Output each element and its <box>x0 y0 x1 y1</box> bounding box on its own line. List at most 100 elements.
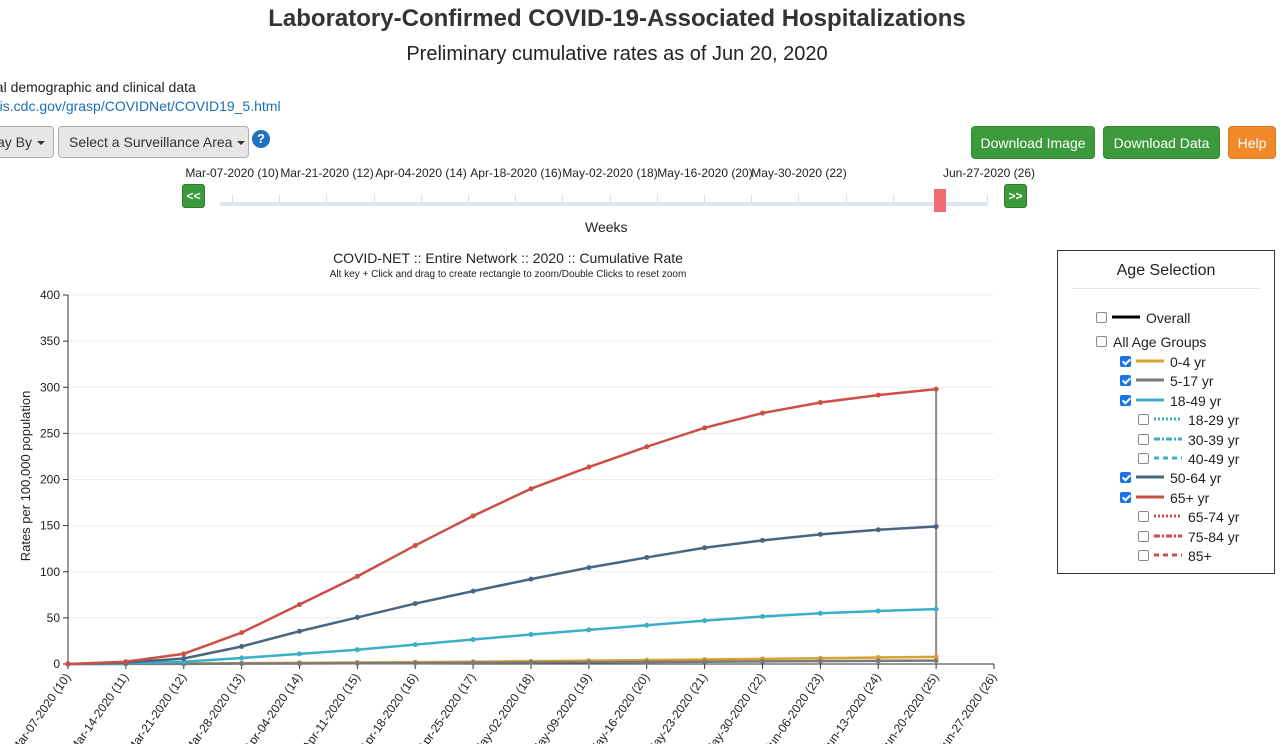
data-point <box>586 464 592 470</box>
data-point <box>875 608 881 614</box>
display-by-dropdown[interactable]: ay By <box>0 126 54 158</box>
slider-tick <box>326 195 328 202</box>
age-option-label: 65+ yr <box>1170 489 1210 506</box>
data-point <box>470 513 476 519</box>
data-point <box>817 658 823 664</box>
x-tick-label: Apr-25-2020 (17) <box>415 671 479 744</box>
caret-down-icon <box>37 141 46 146</box>
data-point <box>239 655 245 661</box>
checkbox[interactable] <box>1138 453 1149 464</box>
checkbox[interactable] <box>1120 491 1131 503</box>
age-option-label: 0-4 yr <box>1170 354 1206 370</box>
next-week-button[interactable]: >> <box>1004 184 1027 208</box>
slider-tick <box>987 195 989 202</box>
slider-tick <box>420 195 422 202</box>
week-slider-track[interactable] <box>220 202 988 206</box>
slider-tick <box>562 195 564 202</box>
line-swatch <box>1136 398 1164 402</box>
page-subtitle: Preliminary cumulative rates as of Jun 2… <box>406 43 828 65</box>
checkbox[interactable] <box>1138 550 1149 561</box>
surveillance-area-dropdown[interactable]: Select a Surveillance Area <box>58 126 249 158</box>
data-point <box>297 628 302 634</box>
line-swatch <box>1154 534 1182 538</box>
gridlines <box>68 294 994 619</box>
age-option-label: All Age Groups <box>1113 334 1207 350</box>
data-point <box>644 444 650 450</box>
help-button[interactable]: Help <box>1228 126 1276 159</box>
line-swatch <box>1112 315 1140 319</box>
checkbox[interactable] <box>1138 433 1149 445</box>
data-point <box>817 399 823 405</box>
checkbox[interactable] <box>1096 336 1107 347</box>
slider-tick <box>751 195 753 202</box>
data-point <box>702 618 708 624</box>
data-point <box>297 660 302 666</box>
weeks-axis-label: Weeks <box>585 219 628 235</box>
data-point <box>239 643 245 649</box>
data-point <box>586 659 592 665</box>
data-point <box>181 651 187 657</box>
previous-week-button[interactable]: << <box>182 184 205 208</box>
data-point <box>702 425 708 431</box>
x-tick-label: May-09-2020 (19) <box>528 671 594 744</box>
x-tick-label: Mar-21-2020 (12) <box>124 671 189 744</box>
data-point <box>239 630 245 636</box>
data-point <box>297 601 302 607</box>
data-point <box>586 565 592 571</box>
x-tick-label: Apr-04-2020 (14) <box>241 671 305 744</box>
data-point <box>817 610 823 616</box>
data-point <box>181 655 187 661</box>
x-tick-label: May-23-2020 (21) <box>644 671 710 744</box>
slider-tick <box>515 195 517 202</box>
demographic-note: nal demographic and clinical data <box>0 79 196 95</box>
data-point <box>644 622 650 628</box>
slider-tick <box>845 195 847 202</box>
week-label: Mar-21-2020 (12) <box>280 166 374 180</box>
checkbox[interactable] <box>1096 312 1107 323</box>
week-label: Mar-07-2020 (10) <box>185 166 279 180</box>
x-tick-label: Jun-06-2020 (23) <box>762 671 826 744</box>
data-point <box>354 647 360 653</box>
checkbox[interactable] <box>1138 530 1149 542</box>
y-tick-label: 300 <box>40 380 60 394</box>
page-title: Laboratory-Confirmed COVID-19-Associated… <box>268 5 966 32</box>
data-point <box>354 573 360 579</box>
data-point <box>297 651 302 657</box>
checkbox[interactable] <box>1120 472 1131 484</box>
checkbox[interactable] <box>1138 511 1149 523</box>
data-point <box>470 660 476 666</box>
series-line-18-49-yr <box>67 607 937 666</box>
x-tick-label: Mar-14-2020 (11) <box>67 671 132 744</box>
line-swatch <box>1154 437 1182 441</box>
week-label: Apr-04-2020 (14) <box>375 166 467 180</box>
data-point <box>528 576 534 582</box>
slider-tick <box>279 195 281 202</box>
week-slider-handle[interactable] <box>934 189 946 212</box>
checkbox[interactable] <box>1120 394 1131 406</box>
slider-tick <box>468 195 469 202</box>
question-icon[interactable]: ? <box>252 130 270 148</box>
data-point <box>875 658 881 664</box>
data-point <box>933 386 939 392</box>
data-point <box>65 661 71 667</box>
data-point <box>933 606 939 612</box>
covidnet-link[interactable]: /gis.cdc.gov/grasp/COVIDNet/COVID19_5.ht… <box>0 98 281 114</box>
y-tick-label: 250 <box>40 426 60 440</box>
checkbox[interactable] <box>1120 375 1131 387</box>
week-label: May-16-2020 (20) <box>657 166 753 180</box>
download-image-button[interactable]: Download Image <box>971 126 1095 159</box>
cumulative-rate-chart[interactable]: 0 50 100 150 200 250 300 350 400 Mar-07-2020 (10)… <box>0 280 1050 744</box>
y-axis-title: Rates per 100,000 population <box>18 391 33 562</box>
x-tick-label: Mar-28-2020 (13) <box>182 671 247 744</box>
week-label: May-02-2020 (18) <box>562 166 658 180</box>
checkbox[interactable] <box>1138 414 1149 426</box>
series-line-65-yr <box>67 387 937 666</box>
data-point <box>528 631 534 637</box>
data-point <box>760 658 765 664</box>
data-point <box>354 660 360 666</box>
download-data-button[interactable]: Download Data <box>1103 126 1220 159</box>
slider-tick <box>609 195 611 202</box>
data-point <box>644 659 650 665</box>
checkbox[interactable] <box>1120 356 1131 367</box>
data-point <box>412 542 418 548</box>
